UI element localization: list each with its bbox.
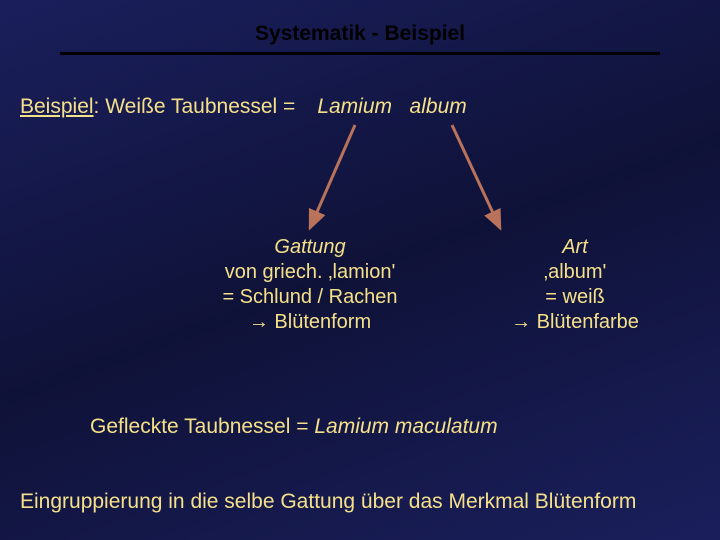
bottom-line: Eingruppierung in die selbe Gattung über…	[20, 490, 636, 514]
example-label: Beispiel	[20, 95, 94, 118]
species-word: album	[410, 95, 467, 118]
genus-line1: von griech. ‚lamion'	[200, 260, 420, 285]
title-block: Systematik - Beispiel	[0, 0, 720, 55]
second-example-latin: Lamium maculatum	[314, 415, 497, 438]
arrow-left	[310, 125, 355, 228]
example-line: Beispiel: Weiße Taubnessel = Lamium album	[20, 95, 467, 119]
species-block: Art ‚album' = weiß → Blütenfarbe	[480, 235, 670, 335]
common-name: Weiße Taubnessel =	[105, 95, 295, 118]
genus-line2: = Schlund / Rachen	[200, 285, 420, 310]
arrows-svg	[0, 120, 720, 250]
page-title: Systematik - Beispiel	[0, 22, 720, 46]
example-colon: :	[94, 95, 100, 118]
title-underline	[60, 52, 660, 55]
arrow-right	[452, 125, 500, 228]
second-example-line: Gefleckte Taubnessel = Lamium maculatum	[90, 415, 498, 439]
genus-heading: Gattung	[200, 235, 420, 260]
genus-line3: → Blütenform	[200, 310, 420, 335]
species-line2: = weiß	[480, 285, 670, 310]
second-example-prefix: Gefleckte Taubnessel =	[90, 415, 314, 438]
species-line3: → Blütenfarbe	[480, 310, 670, 335]
species-heading: Art	[480, 235, 670, 260]
species-line1: ‚album'	[480, 260, 670, 285]
genus-word: Lamium	[317, 95, 392, 118]
genus-block: Gattung von griech. ‚lamion' = Schlund /…	[200, 235, 420, 335]
